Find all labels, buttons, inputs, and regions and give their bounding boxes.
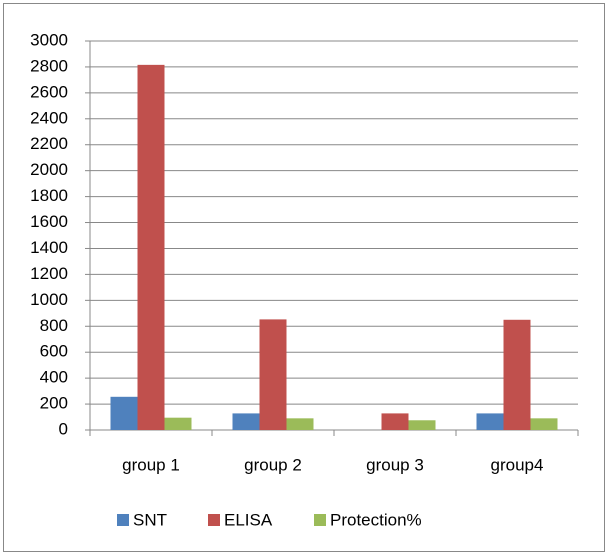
- bar: [259, 319, 287, 430]
- bar: [232, 413, 260, 430]
- y-tick-label: 600: [40, 342, 68, 361]
- legend-label: ELISA: [224, 510, 273, 529]
- bar: [110, 396, 138, 430]
- x-tick-label: group4: [491, 455, 544, 474]
- chart-frame: [3, 3, 605, 552]
- y-tick-label: 2600: [30, 82, 68, 101]
- legend-swatch: [314, 514, 326, 526]
- legend-swatch: [208, 514, 220, 526]
- y-tick-label: 1200: [30, 264, 68, 283]
- y-tick-label: 800: [40, 316, 68, 335]
- y-tick-label: 2400: [30, 108, 68, 127]
- y-tick-label: 1600: [30, 212, 68, 231]
- y-tick-label: 2000: [30, 160, 68, 179]
- y-tick-label: 2200: [30, 134, 68, 153]
- y-tick-label: 2800: [30, 56, 68, 75]
- legend-label: SNT: [133, 510, 167, 529]
- bar: [381, 413, 409, 430]
- x-tick-label: group 2: [244, 455, 302, 474]
- bar: [503, 319, 531, 430]
- legend-swatch: [117, 514, 129, 526]
- bar: [530, 418, 558, 430]
- bar: [164, 417, 192, 430]
- y-tick-label: 400: [40, 368, 68, 387]
- bar: [476, 413, 504, 430]
- x-tick-label: group 3: [366, 455, 424, 474]
- y-tick-label: 0: [59, 419, 68, 438]
- bar: [286, 418, 314, 430]
- y-tick-label: 3000: [30, 30, 68, 49]
- legend-label: Protection%: [330, 510, 422, 529]
- y-tick-label: 1000: [30, 290, 68, 309]
- y-tick-label: 1800: [30, 186, 68, 205]
- y-tick-label: 1400: [30, 238, 68, 257]
- x-tick-label: group 1: [122, 455, 180, 474]
- bar: [408, 420, 436, 430]
- y-tick-label: 200: [40, 394, 68, 413]
- bar: [137, 64, 165, 430]
